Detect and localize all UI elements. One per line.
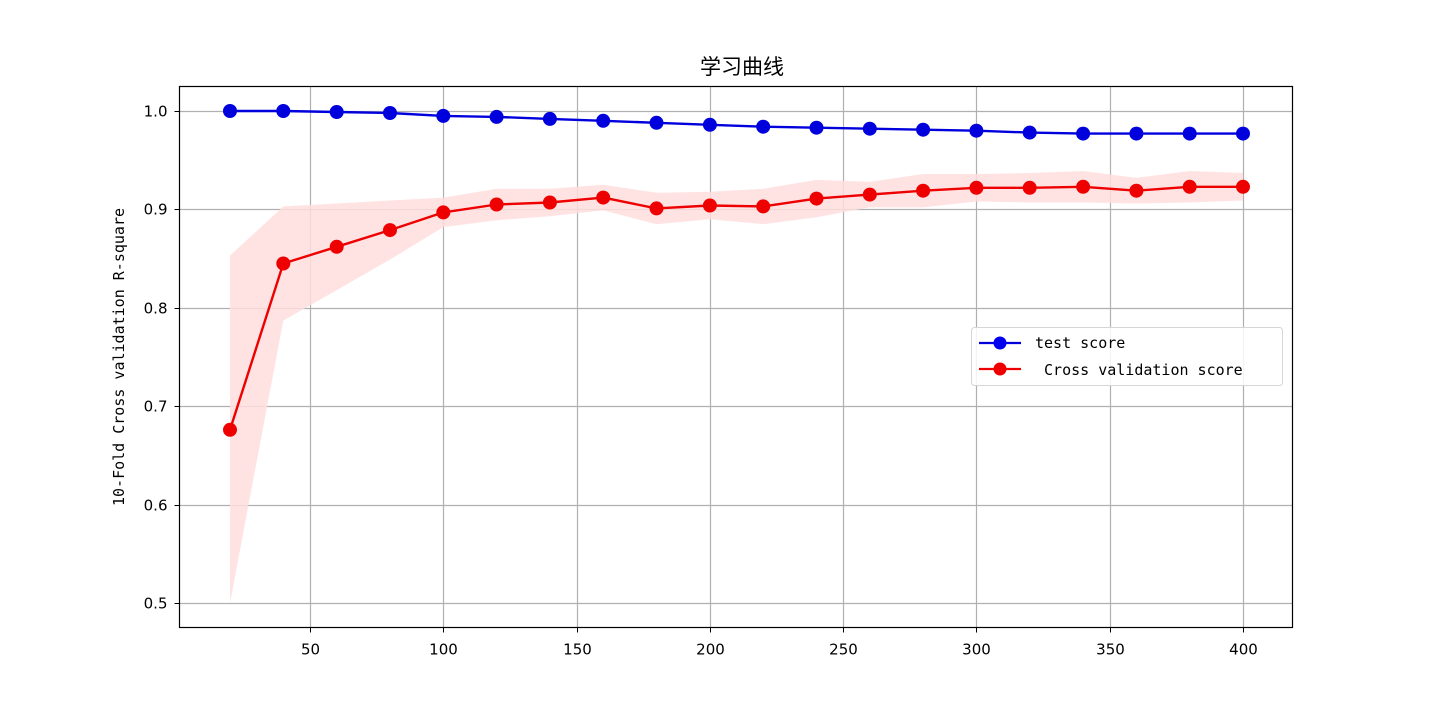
test-score-marker <box>436 108 451 123</box>
grid-lines <box>179 86 1293 628</box>
test-score-marker <box>383 106 397 120</box>
cv-score-marker <box>223 422 237 437</box>
x-axis-ticks: 50 100 150 200 250 300 350 400 <box>301 627 1258 659</box>
x-tick-label: 300 <box>962 641 991 659</box>
y-tick-label: 0.9 <box>144 201 168 219</box>
cv-score-marker <box>649 201 664 216</box>
test-score-line <box>230 109 1243 135</box>
x-tick-label: 200 <box>696 641 725 659</box>
cv-score-marker <box>489 197 504 212</box>
cv-score-marker <box>969 180 984 195</box>
y-tick-label: 0.8 <box>144 300 168 318</box>
legend-label-test: test score <box>1035 334 1125 352</box>
test-score-marker <box>596 113 611 128</box>
plot-frame <box>178 85 1294 629</box>
std-band <box>230 171 1243 603</box>
y-tick-label: 0.6 <box>144 497 168 515</box>
series-lines <box>223 104 1250 437</box>
x-tick-label: 150 <box>563 641 592 659</box>
test-score-marker <box>489 109 504 124</box>
cv-score-marker <box>329 239 344 254</box>
cv-score-marker <box>1076 179 1091 194</box>
test-score-marker <box>1182 126 1197 141</box>
test-score-marker <box>916 122 931 137</box>
test-score-marker <box>329 105 344 119</box>
cv-score-marker <box>1022 180 1037 195</box>
cv-score-marker <box>1129 183 1144 198</box>
y-tick-label: 1.0 <box>144 103 168 121</box>
test-score-marker <box>1236 126 1250 141</box>
cv-score-marker <box>542 195 557 210</box>
legend-marker-cv-icon <box>993 362 1007 376</box>
y-tick-label: 0.7 <box>144 398 168 416</box>
test-score-marker <box>1022 125 1037 140</box>
chart-title: 学习曲线 <box>700 55 784 79</box>
test-score-marker <box>756 119 771 134</box>
legend-box <box>971 327 1283 386</box>
x-tick-label: 250 <box>829 641 858 659</box>
test-score-marker <box>862 121 877 136</box>
test-score-marker <box>1129 126 1144 141</box>
cv-score-marker <box>383 223 397 238</box>
test-score-marker <box>276 104 291 118</box>
cv-score-marker <box>702 198 717 213</box>
legend: test score Cross validation score <box>971 327 1283 386</box>
cv-score-marker <box>1236 179 1250 194</box>
legend-marker-test-icon <box>993 336 1007 350</box>
test-score-marker <box>702 117 717 132</box>
y-tick-label: 0.5 <box>144 595 168 613</box>
test-score-marker <box>809 120 824 135</box>
test-score-marker <box>649 115 664 130</box>
cv-score-marker <box>596 190 611 205</box>
legend-label-cv: Cross validation score <box>1035 361 1243 379</box>
x-tick-label: 350 <box>1096 641 1125 659</box>
test-score-marker <box>1076 126 1091 141</box>
cv-score-marker <box>756 199 771 214</box>
cv-score-marker <box>436 205 451 220</box>
test-score-marker <box>969 123 984 138</box>
cv-score-marker <box>1182 179 1197 194</box>
y-axis-label: 10-Fold Cross validation R-square <box>110 208 128 506</box>
test-score-marker <box>223 104 237 118</box>
cv-score-marker <box>276 256 291 271</box>
cv-score-line <box>228 185 1243 431</box>
cv-score-band <box>230 171 1243 603</box>
cv-score-marker <box>916 183 931 198</box>
cv-score-marker <box>809 191 824 206</box>
y-axis-ticks: 0.5 0.6 0.7 0.8 0.9 1.0 <box>144 103 180 613</box>
x-tick-label: 100 <box>429 641 458 659</box>
x-tick-label: 400 <box>1229 641 1258 659</box>
test-score-marker <box>542 111 557 126</box>
cv-score-marker <box>862 187 877 202</box>
x-tick-label: 50 <box>301 641 320 659</box>
